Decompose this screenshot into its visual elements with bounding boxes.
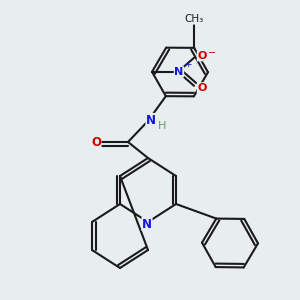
Text: O: O: [197, 51, 207, 61]
Text: O: O: [91, 136, 101, 148]
Text: −: −: [208, 48, 216, 58]
Text: O: O: [197, 83, 207, 93]
Text: N: N: [174, 67, 184, 77]
Text: CH₃: CH₃: [184, 14, 204, 24]
Text: N: N: [146, 113, 156, 127]
Text: N: N: [142, 218, 152, 230]
Text: +: +: [184, 60, 192, 69]
Text: H: H: [158, 121, 166, 131]
